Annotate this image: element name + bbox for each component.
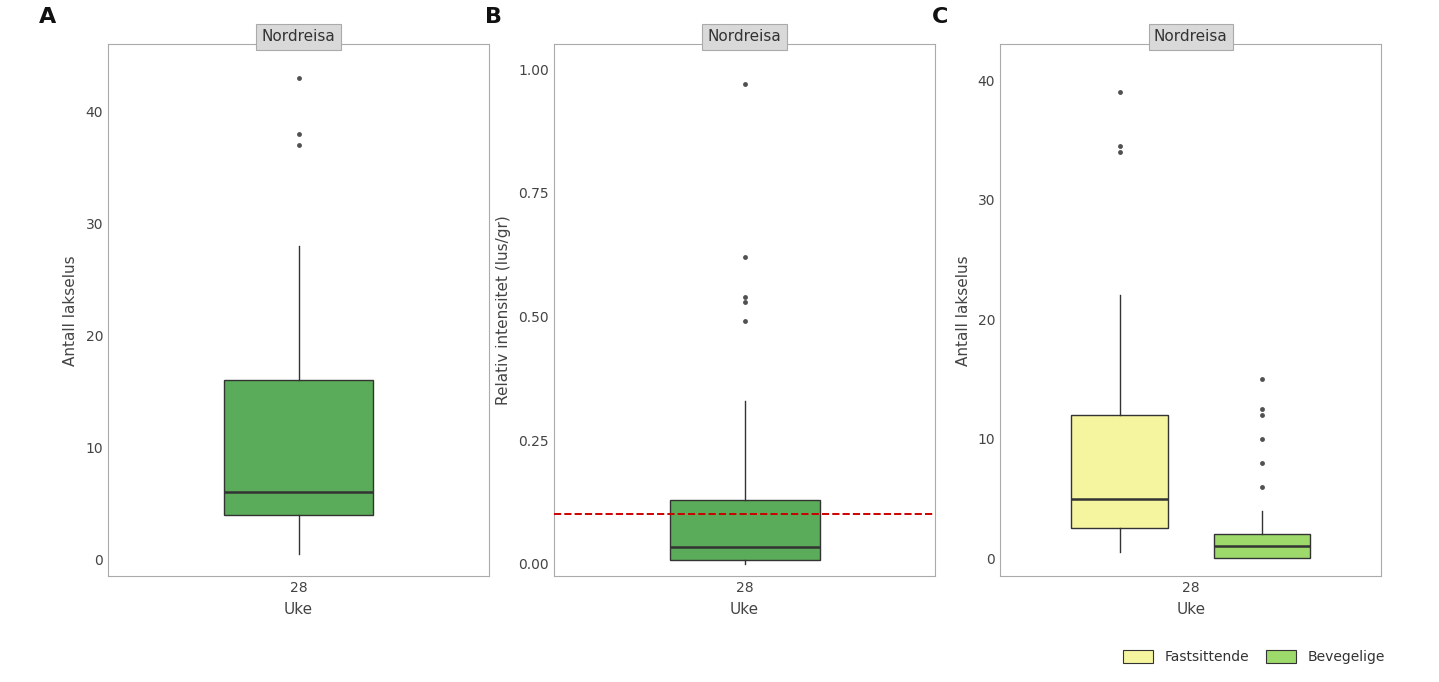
Title: Nordreisa: Nordreisa	[262, 29, 335, 44]
X-axis label: Uke: Uke	[283, 602, 314, 617]
Bar	[669, 500, 820, 560]
Y-axis label: Relativ intensitet (lus/gr): Relativ intensitet (lus/gr)	[496, 216, 511, 405]
Bar	[1071, 415, 1168, 529]
Title: Nordreisa: Nordreisa	[1154, 29, 1227, 44]
Text: A: A	[39, 7, 56, 27]
Legend: Fastsittende, Bevegelige: Fastsittende, Bevegelige	[1118, 646, 1389, 668]
X-axis label: Uke: Uke	[730, 602, 760, 617]
X-axis label: Uke: Uke	[1176, 602, 1206, 617]
Bar	[223, 381, 374, 515]
Y-axis label: Antall lakselus: Antall lakselus	[955, 255, 971, 366]
Text: B: B	[485, 7, 502, 27]
Bar	[1213, 535, 1311, 559]
Y-axis label: Antall lakselus: Antall lakselus	[63, 255, 79, 366]
Text: C: C	[931, 7, 948, 27]
Title: Nordreisa: Nordreisa	[708, 29, 781, 44]
